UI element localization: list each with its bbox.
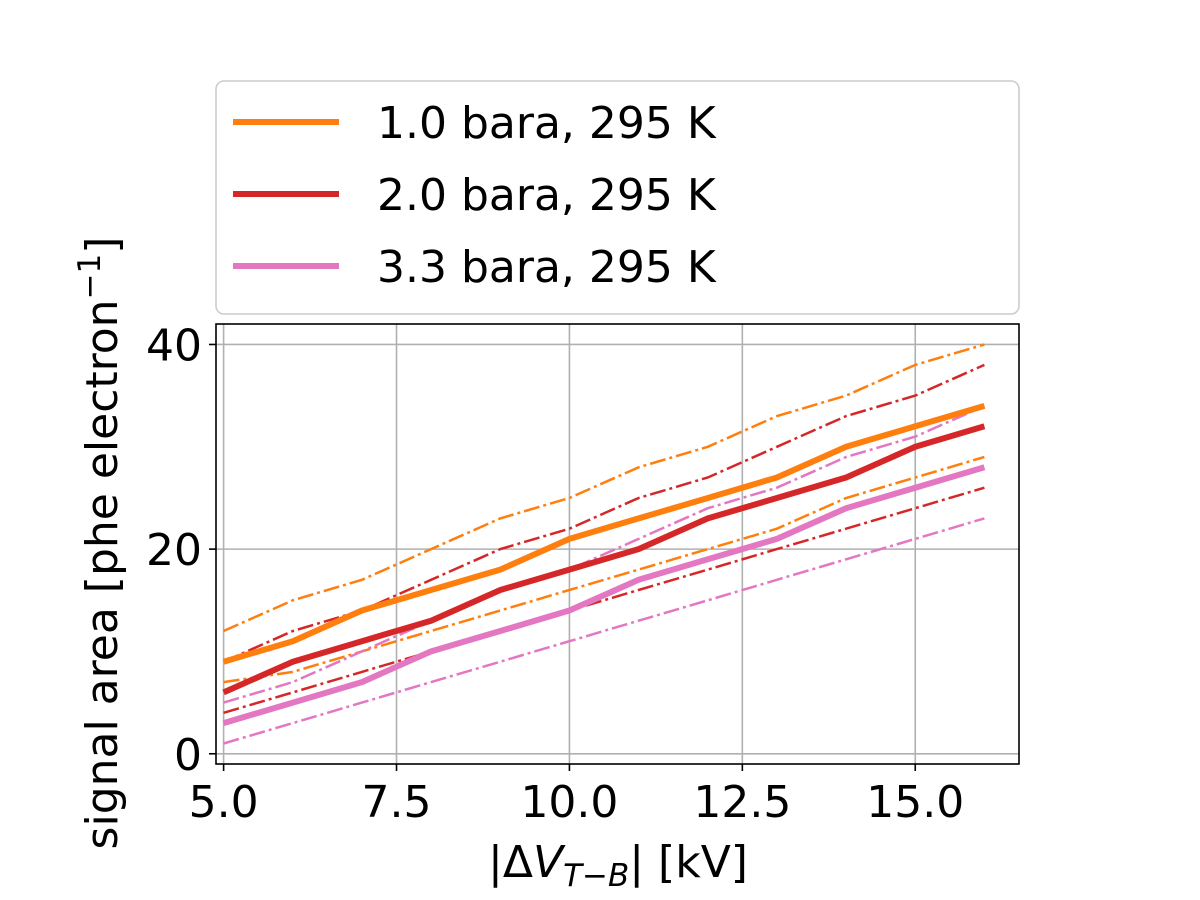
series-2-upper-bound-line	[223, 363, 985, 663]
ticks: 5.0 7.5 10.0 12.5 15.0 0 20 40	[146, 320, 964, 828]
legend-label-1: 1.0 bara, 295 K	[377, 98, 717, 149]
x-tick-label: 10.0	[520, 777, 618, 828]
series-1-line	[222, 403, 986, 665]
y-axis-label: signal area [phe electron−1]	[72, 237, 128, 850]
x-tick-label: 7.5	[362, 777, 432, 828]
x-axis-label-prefix: |Δ	[488, 837, 533, 888]
series-2-lower-bound-line	[223, 486, 985, 714]
series-1-lower-bound-line	[223, 455, 985, 684]
x-axis-label-var: V	[533, 837, 566, 888]
y-tick-label: 0	[174, 730, 202, 781]
series-2-line	[222, 423, 986, 696]
series-3-lower-bound-line	[223, 517, 985, 745]
x-axis-label: |ΔVT−B| [kV]	[488, 837, 748, 894]
y-tick-label: 20	[146, 525, 202, 576]
series-3-upper-bound-line	[223, 404, 985, 704]
x-axis-label-suffix: | [kV]	[629, 837, 748, 888]
x-axis-label-sub: T−B	[563, 858, 629, 894]
series-layer	[222, 343, 986, 745]
x-tick-label: 15.0	[866, 777, 964, 828]
series-3-line	[222, 464, 986, 726]
series-1-upper-bound-line	[223, 343, 985, 633]
x-tick-label: 12.5	[693, 777, 791, 828]
legend-box	[215, 80, 1020, 315]
y-axis-label-main: signal area [phe electron	[77, 299, 128, 849]
x-tick-label: 5.0	[189, 777, 259, 828]
y-tick-label: 40	[146, 320, 202, 371]
grid	[216, 324, 1019, 764]
y-axis-label-sup: −1	[72, 254, 108, 300]
plot-frame	[215, 323, 1020, 765]
y-axis-label-close: ]	[77, 237, 128, 254]
legend-items: 1.0 bara, 295 K 2.0 bara, 295 K 3.3 bara, …	[233, 98, 717, 293]
legend-label-3: 3.3 bara, 295 K	[377, 242, 717, 293]
legend: 1.0 bara, 295 K 2.0 bara, 295 K 3.3 bara, …	[215, 80, 1020, 315]
legend-label-2: 2.0 bara, 295 K	[377, 170, 717, 221]
